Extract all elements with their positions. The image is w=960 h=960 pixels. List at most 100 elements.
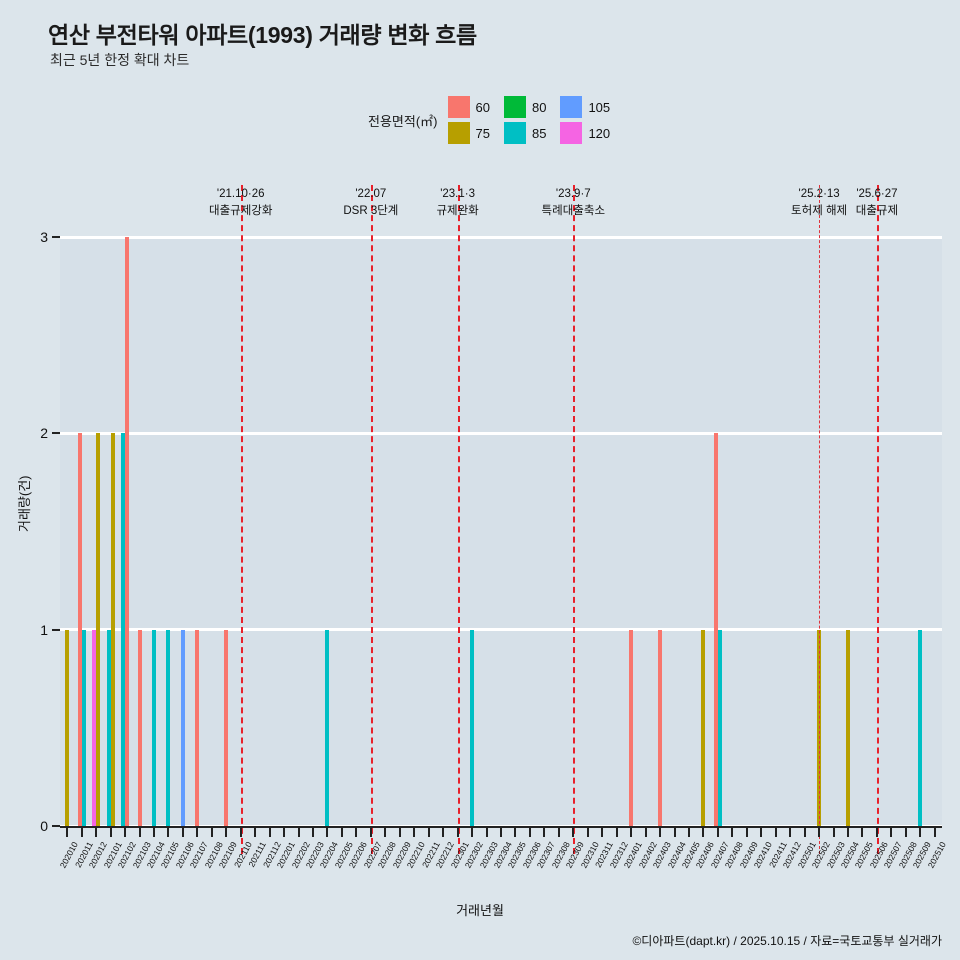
gridline	[60, 628, 942, 632]
x-axis-tick	[398, 826, 401, 837]
x-axis-tick	[181, 826, 184, 837]
y-axis-tick	[52, 825, 60, 827]
annotation-label: '25.2·13 토허제 해제	[791, 186, 847, 219]
annotation-date: '22.07	[355, 188, 387, 200]
chart-bar	[81, 629, 86, 826]
x-axis-tick	[312, 826, 315, 837]
annotation-text: 토허제 해제	[791, 204, 848, 217]
annotation-label: '21.10·26 대출규제강화	[209, 186, 272, 219]
annotation-label: '22.07 DSR 3단계	[343, 186, 398, 219]
x-axis-tick	[167, 826, 170, 837]
x-axis-tick	[427, 826, 430, 837]
annotation-date: '25.6·27	[856, 188, 898, 200]
legend-label: 75	[475, 125, 490, 141]
y-axis-labels: 0 1 2 3	[0, 229, 60, 834]
x-axis-tick	[456, 826, 459, 837]
x-axis-tick	[225, 826, 228, 837]
x-axis-tick	[557, 826, 560, 837]
chart-bar	[125, 237, 130, 826]
x-axis-tick	[687, 826, 690, 837]
annotation-line	[240, 185, 243, 854]
legend-swatch	[560, 122, 583, 144]
x-axis-tick	[803, 826, 806, 837]
x-axis-tick	[500, 826, 502, 837]
chart-bar	[110, 433, 115, 826]
annotation-line	[876, 185, 879, 854]
x-axis-tick	[514, 826, 517, 837]
x-axis-tick	[847, 826, 850, 837]
x-axis-tick	[66, 826, 69, 837]
x-axis-tick	[138, 826, 141, 837]
y-axis-tick-label: 2	[40, 425, 48, 442]
x-axis-tick	[630, 826, 633, 837]
legend-swatch	[447, 122, 470, 144]
y-axis-tick	[52, 432, 60, 435]
x-axis-tick	[904, 826, 907, 837]
legend-label: 85	[531, 125, 547, 141]
legend-item: 80	[503, 96, 546, 118]
x-axis-tick	[254, 826, 257, 837]
legend-item: 60	[447, 96, 490, 118]
x-axis-tick	[528, 826, 531, 837]
x-axis-tick	[210, 826, 213, 837]
x-axis-tick	[644, 826, 647, 837]
x-axis-tick	[789, 826, 792, 837]
annotation-label: '23.1·3 규제완화	[436, 186, 478, 219]
chart-bar	[92, 629, 97, 826]
page-subtitle: 최근 5년 한정 확대 차트	[50, 52, 190, 68]
x-axis-tick	[340, 826, 343, 837]
x-axis-tick	[543, 826, 546, 837]
x-axis-tick	[919, 826, 922, 837]
x-axis-tick	[818, 826, 821, 837]
chart-bar	[713, 433, 718, 826]
x-axis-tick	[124, 826, 127, 837]
x-axis-tick	[659, 826, 662, 837]
y-axis-tick-label: 1	[40, 621, 48, 638]
x-axis-tick	[471, 826, 474, 837]
legend: 전용면적(㎡) 60 75 80 85 105 120	[368, 96, 610, 144]
annotation-date: '23.1·3	[440, 188, 476, 200]
y-axis-tick	[52, 628, 60, 631]
chart-bar	[65, 629, 70, 826]
legend-items: 60 75 80 85 105 120	[447, 96, 611, 144]
chart-bar	[846, 629, 851, 826]
annotation-text: 대출규제강화	[208, 204, 273, 217]
chart-bar	[224, 629, 229, 826]
page-title: 연산 부전타워 아파트(1993) 거래량 변화 흐름	[48, 22, 477, 48]
chart-bar	[470, 629, 475, 826]
chart-plot-area	[60, 185, 942, 854]
legend-swatch	[503, 96, 526, 118]
x-axis-tick	[615, 826, 618, 837]
x-axis-tick	[268, 826, 271, 837]
chart-bar	[96, 433, 101, 826]
x-axis-tick	[861, 826, 864, 837]
x-axis-tick	[413, 826, 416, 837]
legend-swatch	[503, 122, 526, 144]
legend-label: 105	[588, 99, 611, 115]
chart-bar	[106, 629, 111, 826]
chart-bar	[151, 629, 156, 826]
annotation-date: '21.10·26	[216, 188, 265, 200]
chart-bar	[325, 629, 330, 826]
chart-bar	[121, 433, 126, 826]
y-axis-tick	[52, 236, 60, 238]
footer-credit: ©디아파트(dapt.kr) / 2025.10.15 / 자료=국토교통부 실…	[632, 934, 942, 948]
x-axis-tick	[890, 826, 893, 837]
x-axis-tick	[109, 826, 112, 837]
x-axis-tick	[95, 826, 98, 837]
x-axis-tick	[283, 826, 286, 837]
annotation-line	[573, 185, 576, 854]
annotation-text: 대출규제	[855, 204, 899, 217]
x-axis-tick	[196, 826, 199, 837]
x-axis-tick	[774, 826, 777, 837]
x-axis-tick	[80, 826, 83, 837]
annotation-line	[370, 185, 373, 854]
x-axis-tick	[572, 826, 575, 837]
legend-item: 120	[560, 122, 610, 144]
annotation-label: '23.9·7 특례대출축소	[542, 186, 605, 219]
x-axis-tick	[586, 826, 589, 837]
x-axis-tick	[152, 826, 155, 837]
annotation-line	[457, 185, 460, 854]
chart-bar	[629, 629, 634, 826]
chart-bar	[701, 629, 706, 826]
